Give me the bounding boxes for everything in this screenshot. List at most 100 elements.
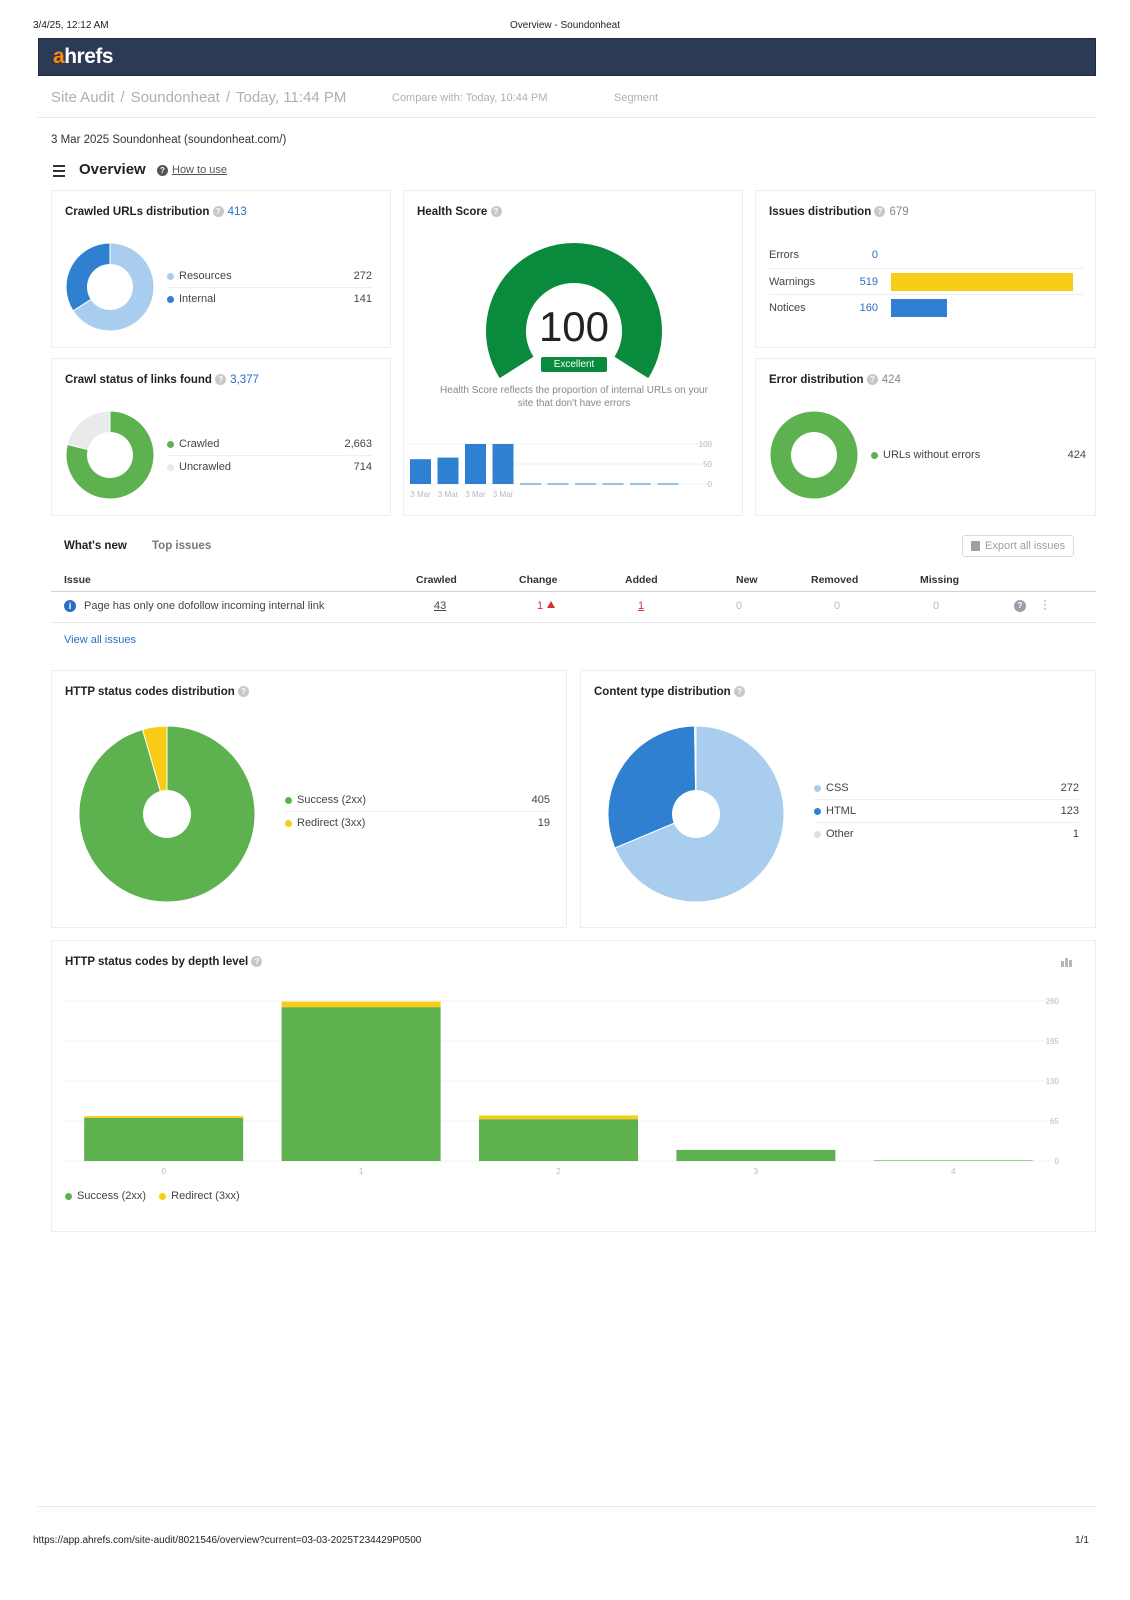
issue-row-errors[interactable]: Errors 0 — [769, 243, 1084, 269]
table-row[interactable]: i Page has only one dofollow incoming in… — [51, 592, 1096, 622]
legend-item-redirect[interactable]: Redirect (3xx) — [159, 1190, 240, 1202]
legend-item-success[interactable]: Success (2xx) 405 — [285, 789, 550, 812]
more-options-icon[interactable]: · · · — [1043, 593, 1047, 615]
crawl-status-card: Crawl status of links found ? 3,377 Crawl… — [51, 358, 391, 516]
health-score-card: Health Score ? 100 Excellent Health Scor… — [403, 190, 743, 516]
legend-dot — [167, 463, 174, 471]
depth-x-tick: 4 — [951, 1167, 956, 1176]
help-icon[interactable]: ? — [237, 686, 249, 698]
issue-bar-warnings — [891, 273, 1073, 291]
depth-bar-2-series-0 — [479, 1119, 638, 1161]
legend-item-redirect[interactable]: Redirect (3xx) 19 — [285, 812, 550, 835]
new-count: 0 — [736, 600, 743, 612]
page-title: Overview — [79, 161, 146, 178]
legend-dot — [285, 796, 292, 804]
content-type-legend: CSS 272 HTML 123 Other 1 — [814, 777, 1079, 846]
crawl-status-legend: Crawled 2,663 Uncrawled 714 — [167, 433, 372, 479]
help-icon[interactable]: ? — [490, 206, 502, 218]
export-all-issues-button[interactable]: Export all issues — [962, 535, 1075, 557]
history-x-label: 3 Mar — [438, 490, 459, 499]
project-title: 3 Mar 2025 Soundonheat (soundonheat.com/… — [51, 134, 287, 146]
view-all-issues-link[interactable]: View all issues — [64, 634, 136, 646]
legend-item-internal[interactable]: Internal 141 — [167, 288, 372, 311]
legend-item-resources[interactable]: Resources 272 — [167, 265, 372, 288]
issue-row-warnings[interactable]: Warnings 519 — [769, 269, 1084, 295]
tab-whats-new[interactable]: What's new — [64, 540, 127, 552]
col-header-crawled[interactable]: Crawled — [416, 574, 457, 586]
added-count[interactable]: 1 — [638, 600, 645, 612]
breadcrumb-site-audit[interactable]: Site Audit — [51, 89, 115, 106]
legend-dot — [871, 451, 878, 459]
top-navbar: ahrefs — [38, 38, 1096, 76]
menu-icon[interactable] — [53, 165, 65, 180]
http-status-pie — [78, 725, 256, 903]
http-status-hole — [143, 790, 191, 838]
col-header-missing[interactable]: Missing — [920, 574, 960, 586]
error-distribution-card: Error distribution ? 424 URLs without err… — [755, 358, 1096, 516]
history-x-label: 3 Mar — [465, 490, 486, 499]
card-title: Error distribution ? 424 — [769, 374, 901, 386]
compare-selector[interactable]: Compare with: Today, 10:44 PM — [392, 92, 548, 104]
crawled-urls-legend: Resources 272 Internal 141 — [167, 265, 372, 311]
help-icon[interactable]: ? — [874, 206, 886, 218]
breadcrumb-crawl[interactable]: Today, 11:44 PM — [236, 89, 347, 106]
legend-item-urls-without-errors[interactable]: URLs without errors 424 — [871, 444, 1086, 467]
issue-name[interactable]: Page has only one dofollow incoming inte… — [84, 600, 325, 612]
how-to-use-link[interactable]: ? How to use — [157, 164, 227, 176]
crawl-status-total[interactable]: 3,377 — [230, 374, 259, 386]
error-dist-total: 424 — [881, 374, 901, 386]
content-type-hole — [672, 790, 720, 838]
card-title: Content type distribution ? — [594, 686, 745, 698]
divider — [38, 1506, 1096, 1507]
help-icon[interactable]: ? — [215, 374, 227, 386]
crawled-count[interactable]: 43 — [434, 600, 447, 612]
divider — [38, 117, 1096, 118]
print-page-title: Overview - Soundonheat — [509, 20, 621, 31]
ahrefs-logo[interactable]: ahrefs — [53, 45, 114, 68]
help-icon[interactable]: ? — [251, 956, 263, 968]
history-bar-1 — [437, 457, 459, 484]
depth-x-tick: 2 — [556, 1167, 561, 1176]
health-gauge-arc — [486, 243, 662, 379]
col-header-removed[interactable]: Removed — [811, 574, 859, 586]
col-header-added[interactable]: Added — [625, 574, 658, 586]
issue-row-notices[interactable]: Notices 160 — [769, 295, 1084, 321]
chart-type-icon[interactable] — [1061, 957, 1073, 967]
col-header-new[interactable]: New — [736, 574, 758, 586]
help-icon[interactable]: ? — [1014, 600, 1026, 612]
col-header-issue[interactable]: Issue — [64, 574, 91, 586]
crawled-urls-total[interactable]: 413 — [227, 206, 247, 218]
help-icon[interactable]: ? — [866, 374, 878, 386]
help-icon[interactable]: ? — [733, 686, 745, 698]
legend-item-other[interactable]: Other 1 — [814, 823, 1079, 846]
depth-y-tick: 65 — [1050, 1117, 1059, 1126]
help-icon[interactable]: ? — [212, 206, 224, 218]
legend-item-crawled[interactable]: Crawled 2,663 — [167, 433, 372, 456]
issues-distribution-card: Issues distribution ? 679 Errors 0 Warnin… — [755, 190, 1096, 348]
depth-x-tick: 3 — [754, 1167, 759, 1176]
col-header-change[interactable]: Change — [519, 574, 558, 586]
health-history-chart: 100 50 0 3 Mar 3 Mar 3 Mar 3 Mar — [410, 440, 714, 499]
depth-bar-2-series-1 — [479, 1115, 638, 1120]
legend-dot — [285, 819, 292, 827]
depth-x-tick: 1 — [359, 1167, 364, 1176]
legend-item-uncrawled[interactable]: Uncrawled 714 — [167, 456, 372, 479]
legend-item-html[interactable]: HTML 123 — [814, 800, 1079, 823]
card-title: Crawl status of links found ? 3,377 — [65, 374, 259, 386]
depth-x-tick: 0 — [161, 1167, 166, 1176]
history-bar-2 — [465, 444, 486, 484]
missing-count: 0 — [933, 600, 940, 612]
depth-bar-4-series-0 — [873, 1160, 1033, 1161]
segment-selector[interactable]: Segment — [614, 92, 659, 104]
legend-item-css[interactable]: CSS 272 — [814, 777, 1079, 800]
health-description: Health Score reflects the proportion of … — [440, 385, 708, 409]
history-x-label: 3 Mar — [493, 490, 514, 499]
crawl-status-hole — [87, 432, 133, 478]
tab-top-issues[interactable]: Top issues — [152, 540, 212, 552]
breadcrumb-project[interactable]: Soundonheat — [130, 89, 220, 106]
history-bar-0 — [410, 459, 431, 484]
breadcrumb: Site Audit / Soundonheat / Today, 11:44 PM — [51, 89, 347, 106]
legend-item-success[interactable]: Success (2xx) — [65, 1190, 146, 1202]
legend-dot — [814, 784, 821, 792]
depth-y-tick: 260 — [1046, 997, 1060, 1006]
